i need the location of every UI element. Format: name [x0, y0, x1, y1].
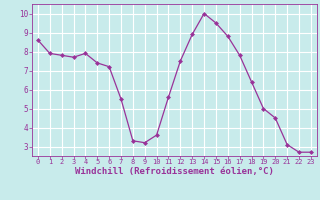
- X-axis label: Windchill (Refroidissement éolien,°C): Windchill (Refroidissement éolien,°C): [75, 167, 274, 176]
